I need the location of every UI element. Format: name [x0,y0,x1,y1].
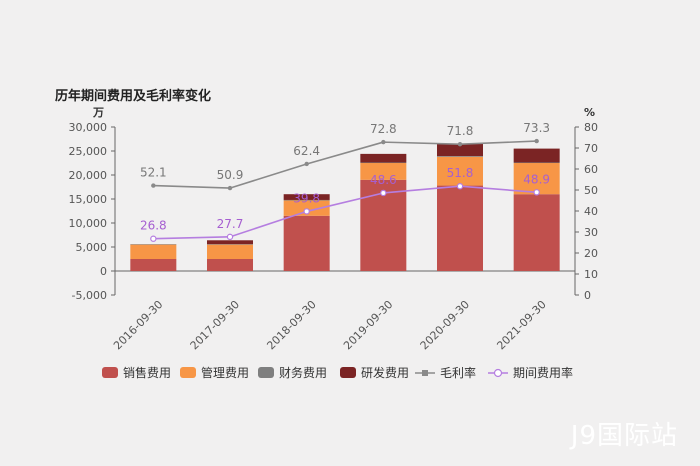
legend: 销售费用 管理费用 财务费用 研发费用 毛利率 期间费用率 [102,365,573,380]
left-tick-label: 20,000 [69,169,108,182]
right-tick-label: 20 [584,247,598,260]
bar-segment [207,259,253,271]
legend-marker [493,368,503,378]
right-tick-label: 30 [584,226,598,239]
legend-label: 期间费用率 [513,365,573,380]
chart-title: 历年期间费用及毛利率变化 [55,88,211,104]
legend-label: 研发费用 [361,365,409,380]
expense-ratio-point [533,189,540,196]
expense-ratio-label: 48.6 [370,173,397,187]
bar-segment [130,244,177,245]
bar-segment [513,162,560,164]
bar-segment [513,194,560,271]
left-tick-label: 25,000 [69,145,108,158]
legend-label: 销售费用 [123,365,171,380]
bar-segment [437,156,483,186]
gross-margin-point [304,161,309,167]
right-tick-label: 70 [584,142,598,155]
legend-label: 毛利率 [440,365,476,380]
expense-ratio-point [226,233,234,241]
bar-segment [437,185,483,271]
gross-margin-line [153,140,537,189]
x-tick-label: 2018-09-30 [264,298,318,352]
expense-ratio-line [153,185,537,240]
legend-swatch [258,367,274,378]
bar-segment [437,143,483,157]
bar-segment [437,156,483,157]
x-tick-label: 2020-09-30 [418,298,472,352]
gross-margin-label: 72.8 [370,122,397,136]
bar-segment [283,215,330,271]
expense-ratio-point [150,235,157,242]
right-tick-label: 40 [584,205,598,218]
expense-ratio-label: 26.8 [140,219,167,233]
gross-margin-point [381,139,386,145]
right-tick-label: 80 [584,121,598,134]
right-tick-label: 60 [584,163,598,176]
bar-segment [283,199,330,201]
bar-segment [283,194,330,200]
gross-margin-label: 71.8 [447,124,474,138]
bars [130,143,560,271]
gross-margin-label: 62.4 [293,144,320,158]
gross-margin-label: 73.3 [523,121,550,135]
gross-margin-label: 50.9 [217,168,244,182]
bar-segment [130,244,177,259]
bar-segment [360,153,407,163]
gross-margin-point [534,138,539,144]
legend-swatch [102,367,118,378]
gross-margin-point [457,142,463,147]
bar-segment [207,244,253,245]
left-tick-label: -5,000 [72,289,107,302]
x-tick-label: 2017-09-30 [188,298,242,352]
gross-margin-point [151,183,156,188]
right-tick-label: 50 [584,184,598,197]
left-axis-unit: 万 [92,106,104,119]
legend-label: 财务费用 [279,365,327,380]
right-tick-label: 0 [584,289,591,302]
right-tick-label: 10 [584,268,598,281]
legend-swatch [340,367,356,378]
expense-ratio-label: 39.8 [293,191,320,205]
gross-margin-point [227,185,233,191]
lines: 52.1 50.9 62.4 72.8 71.8 73.3 26.8 27.7 39.8 48.6… [140,121,550,242]
legend-swatch [180,367,196,378]
bar-segment [207,240,253,245]
left-tick-label: 5,000 [76,241,108,254]
bar-segment [360,163,407,180]
left-tick-label: 30,000 [69,121,108,134]
left-tick-label: 0 [100,265,107,278]
bar-segment [130,259,177,271]
left-axis: 30,000 25,000 20,000 15,000 10,000 5,000 0 -5,0… [69,121,575,302]
x-tick-label: 2016-09-30 [111,298,165,352]
x-tick-label: 2021-09-30 [494,298,548,352]
expense-ratio-point [380,189,387,197]
expense-ratio-label: 48.9 [523,172,550,186]
left-tick-label: 10,000 [69,217,108,230]
bar-segment [283,200,330,216]
expense-ratio-point [303,208,310,215]
expense-ratio-label: 27.7 [217,217,244,231]
bar-segment [360,162,407,164]
gross-margin-label: 52.1 [140,166,167,180]
right-axis: 80 70 60 50 40 30 20 10 0 [574,121,598,302]
right-axis-unit: % [584,106,595,119]
watermark: J9国际站 [570,421,678,451]
legend-marker [422,370,428,376]
x-tick-label: 2019-09-30 [341,298,395,352]
bar-segment [513,148,560,163]
expense-ratio-label: 51.8 [447,166,474,180]
x-axis-labels: 2016-09-30 2017-09-30 2018-09-30 2019-09-30… [111,298,549,352]
bar-segment [513,163,560,195]
expense-ratio-point [456,183,464,190]
left-tick-label: 15,000 [69,193,108,206]
bar-segment [207,244,253,259]
legend-label: 管理费用 [201,365,249,380]
